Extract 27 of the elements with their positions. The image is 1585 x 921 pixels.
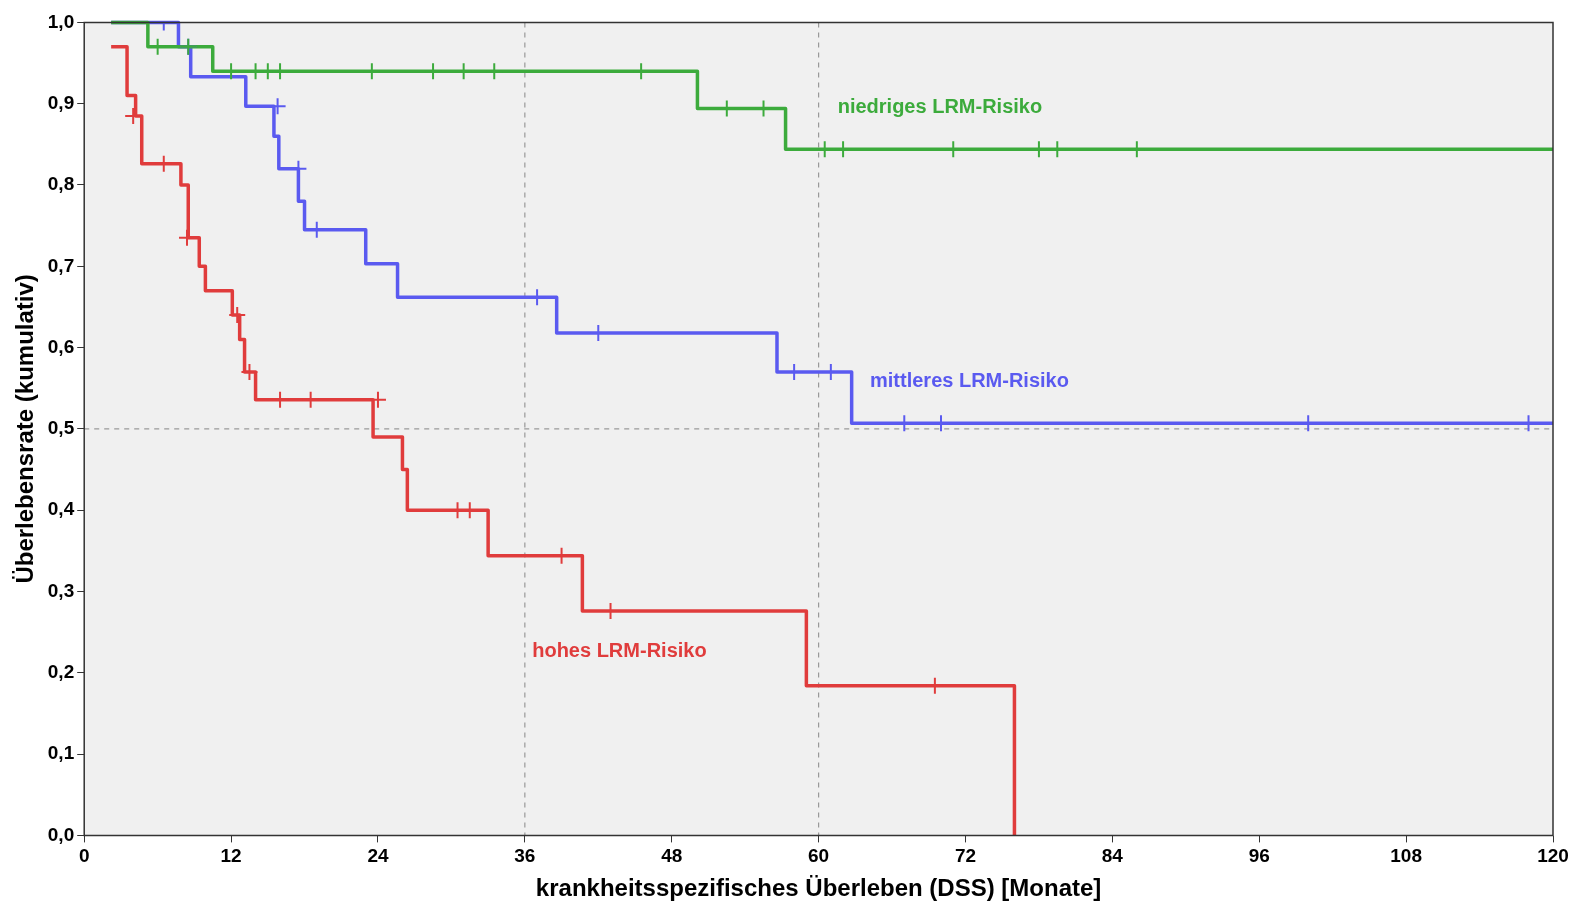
x-tick-label: 72 xyxy=(954,845,977,867)
x-tick-label: 108 xyxy=(1390,845,1422,867)
y-tick-label: 0,5 xyxy=(47,417,75,439)
y-tick-label: 0,6 xyxy=(47,335,75,357)
y-tick-label: 0,7 xyxy=(47,254,75,276)
x-tick-label: 36 xyxy=(514,845,536,867)
x-tick-label: 120 xyxy=(1537,845,1569,867)
y-tick-label: 0,1 xyxy=(47,742,75,764)
y-axis-title: Überlebensrate (kumulativ) xyxy=(11,274,39,584)
x-tick-label: 48 xyxy=(661,845,683,867)
x-tick-label: 84 xyxy=(1101,845,1124,867)
x-axis-title: krankheitsspezifisches Überleben (DSS) [Monate] xyxy=(535,874,1102,902)
y-tick-label: 1,0 xyxy=(47,10,75,32)
y-tick-label: 0,8 xyxy=(47,173,75,195)
series-label: niedriges LRM-Risiko xyxy=(837,95,1043,118)
y-tick-label: 0,4 xyxy=(47,498,75,520)
series-label: hohes LRM-Risiko xyxy=(532,639,707,662)
x-tick-label: 24 xyxy=(367,845,389,867)
y-tick-label: 0,0 xyxy=(47,823,75,845)
series-label: mittleres LRM-Risiko xyxy=(870,369,1069,392)
x-tick-label: 0 xyxy=(78,845,90,867)
x-tick-label: 60 xyxy=(808,845,830,867)
y-tick-label: 0,9 xyxy=(47,91,75,113)
x-tick-label: 96 xyxy=(1248,845,1270,867)
y-tick-label: 0,3 xyxy=(47,579,75,601)
x-tick-label: 12 xyxy=(220,845,242,867)
y-tick-label: 0,2 xyxy=(47,661,75,683)
